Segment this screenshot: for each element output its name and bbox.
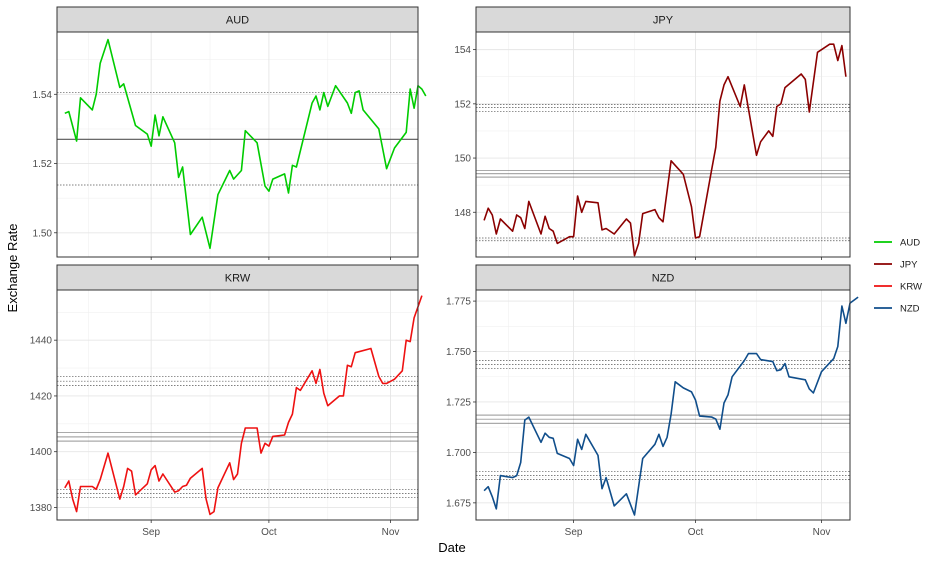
panel-aud: AUD 1.50 1.52 1.54 <box>33 6 427 260</box>
legend-label: NZD <box>900 304 920 315</box>
strip-background <box>475 6 851 33</box>
strip-label: NZD <box>652 273 675 285</box>
y-tick-label: 1.675 <box>446 498 471 509</box>
panel-jpy: JPY 148 150 152 154 <box>454 6 851 260</box>
panel-nzd: NZD 1.675 1.700 1.725 1.750 1.775 Sep Oct Nov <box>446 264 859 538</box>
y-tick-label: 1.50 <box>33 228 53 239</box>
panel-border <box>475 31 851 258</box>
panels-layer: AUD 1.50 1.52 1.54 JPY 148 150 152 154 KRW 1380 140… <box>30 6 859 538</box>
strip-label: JPY <box>653 15 674 27</box>
legend-item-jpy: JPY <box>874 260 918 271</box>
y-tick-label: 1.52 <box>33 159 53 170</box>
y-tick-label: 150 <box>454 154 471 165</box>
y-tick-label: 1420 <box>30 391 53 402</box>
legend-item-nzd: NZD <box>874 304 920 315</box>
y-tick-label: 1.725 <box>446 397 471 408</box>
y-tick-label: 152 <box>454 99 471 110</box>
panel-border <box>56 31 419 258</box>
panel-krw: KRW 1380 1400 1420 1440 Sep Oct Nov <box>30 264 423 538</box>
y-tick-label: 1.775 <box>446 297 471 308</box>
y-axis-title: Exchange Rate <box>5 224 20 313</box>
panel-border <box>475 289 851 521</box>
x-tick-label: Nov <box>813 527 831 538</box>
x-tick-label: Sep <box>142 527 160 538</box>
y-tick-label: 1440 <box>30 336 53 347</box>
strip-label: KRW <box>225 273 251 285</box>
y-tick-label: 154 <box>454 45 471 56</box>
y-tick-label: 1.700 <box>446 448 471 459</box>
legend-item-aud: AUD <box>874 238 920 249</box>
x-tick-label: Sep <box>565 527 583 538</box>
legend-label: JPY <box>900 260 918 271</box>
strip-background <box>56 264 419 291</box>
y-tick-label: 148 <box>454 208 471 219</box>
series-line-krw <box>64 295 423 516</box>
series-line-jpy <box>483 43 847 257</box>
y-tick-label: 1400 <box>30 447 53 458</box>
series-line-aud <box>64 38 427 250</box>
panel-background <box>57 32 418 257</box>
x-tick-label: Oct <box>688 527 704 538</box>
strip-background <box>56 6 419 33</box>
y-tick-label: 1380 <box>30 503 53 514</box>
panel-background <box>476 32 850 257</box>
y-tick-label: 1.54 <box>33 90 53 101</box>
panel-background <box>57 290 418 520</box>
legend: AUD JPY KRW NZD <box>874 238 922 315</box>
panel-background <box>476 290 850 520</box>
y-tick-label: 1.750 <box>446 347 471 358</box>
x-axis-title: Date <box>438 540 465 555</box>
legend-item-krw: KRW <box>874 282 922 293</box>
x-tick-label: Nov <box>382 527 400 538</box>
strip-label: AUD <box>226 15 249 27</box>
panel-border <box>56 289 419 521</box>
legend-label: AUD <box>900 238 920 249</box>
legend-label: KRW <box>900 282 922 293</box>
series-line-nzd <box>483 296 859 516</box>
x-tick-label: Oct <box>261 527 277 538</box>
